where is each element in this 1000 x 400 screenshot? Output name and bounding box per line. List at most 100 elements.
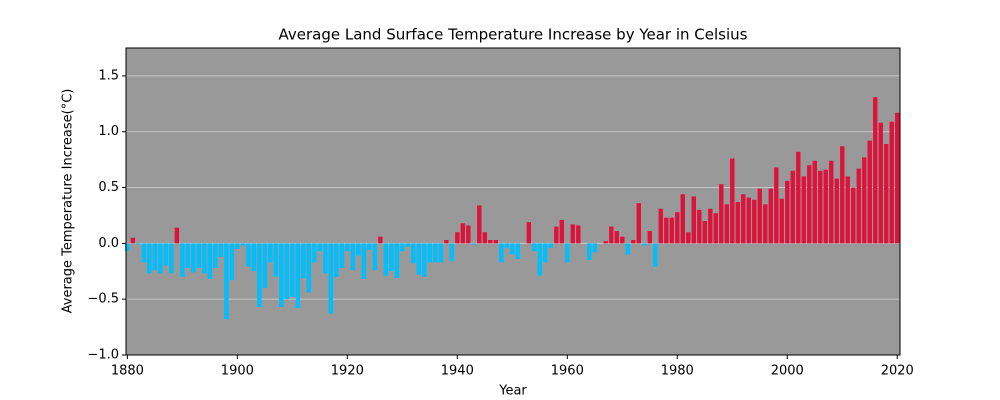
bar <box>510 243 515 255</box>
bar <box>856 168 861 244</box>
bar <box>405 243 411 247</box>
bar <box>719 184 724 244</box>
bar <box>295 243 301 309</box>
bar <box>752 199 757 244</box>
bar <box>279 243 284 307</box>
bar <box>796 151 801 244</box>
bar <box>603 241 608 244</box>
bar <box>697 209 702 244</box>
bar <box>730 158 735 244</box>
bar <box>163 243 169 266</box>
bar <box>548 243 554 248</box>
bar <box>389 243 394 272</box>
bar <box>537 243 543 276</box>
bar <box>631 240 636 244</box>
bar <box>235 243 240 249</box>
bar <box>647 231 652 244</box>
bar <box>383 243 389 276</box>
bar <box>466 225 471 244</box>
bar <box>273 243 279 277</box>
bar <box>174 227 180 244</box>
bar <box>306 243 312 293</box>
bar <box>180 243 185 277</box>
bar <box>158 243 163 274</box>
bar <box>735 202 740 244</box>
bar <box>460 223 466 244</box>
bar <box>724 204 729 244</box>
bar <box>251 243 257 272</box>
bar <box>554 226 559 244</box>
bar <box>686 232 691 244</box>
bar <box>708 208 713 244</box>
bar <box>262 243 268 289</box>
bar <box>400 243 405 252</box>
chart-title: Average Land Surface Temperature Increas… <box>279 26 748 44</box>
bar <box>130 237 136 244</box>
bar <box>570 224 576 244</box>
bar <box>207 243 213 280</box>
y-tick-label: 0.0 <box>98 236 119 251</box>
bar <box>812 160 817 244</box>
y-tick-label: −1.0 <box>87 348 119 363</box>
bar <box>312 243 317 263</box>
bar <box>851 187 856 244</box>
x-tick-label: 2020 <box>881 364 914 379</box>
bar <box>609 226 614 244</box>
bar <box>339 243 345 268</box>
bar <box>757 188 762 244</box>
bar <box>785 180 790 244</box>
x-tick-label: 2000 <box>771 364 804 379</box>
bar <box>125 243 130 252</box>
y-tick-label: −0.5 <box>87 292 119 307</box>
bar <box>741 194 746 244</box>
bar <box>455 232 460 244</box>
bar <box>691 196 696 244</box>
x-axis-label: Year <box>498 384 527 399</box>
y-axis-label: Average Temperature Increase(°C) <box>61 89 76 314</box>
bar <box>367 243 372 251</box>
bar <box>449 243 455 262</box>
bar <box>515 243 521 259</box>
bar <box>488 240 493 244</box>
bar <box>559 219 565 244</box>
bar <box>763 204 768 244</box>
bar <box>840 146 845 244</box>
bar <box>790 170 795 244</box>
bar <box>152 243 158 271</box>
bar <box>834 178 839 244</box>
bar <box>196 243 202 268</box>
bar <box>471 243 477 245</box>
bar <box>444 240 449 244</box>
bar <box>185 243 191 268</box>
bar <box>141 243 147 263</box>
bar <box>240 243 246 246</box>
bar <box>411 243 416 264</box>
bar <box>774 167 779 244</box>
bar <box>543 243 548 263</box>
bar <box>361 243 367 280</box>
bar <box>664 217 669 244</box>
bar <box>290 243 295 297</box>
bar <box>625 243 630 255</box>
bar <box>801 176 806 244</box>
bar <box>499 243 504 263</box>
bar <box>356 243 361 256</box>
bar <box>317 243 323 252</box>
bar <box>191 243 196 273</box>
x-tick-label: 1960 <box>551 364 584 379</box>
bar <box>818 170 823 244</box>
plot-frame <box>125 47 901 356</box>
bar <box>895 112 900 244</box>
bar <box>202 243 207 274</box>
bar <box>532 243 537 252</box>
bar <box>658 208 663 244</box>
bar <box>713 213 718 244</box>
bar <box>438 243 444 263</box>
bar <box>257 243 262 307</box>
bar <box>845 176 850 244</box>
bar <box>746 197 751 244</box>
bar <box>768 188 773 244</box>
bar <box>284 243 290 300</box>
bar <box>642 243 647 246</box>
bar <box>873 97 878 244</box>
